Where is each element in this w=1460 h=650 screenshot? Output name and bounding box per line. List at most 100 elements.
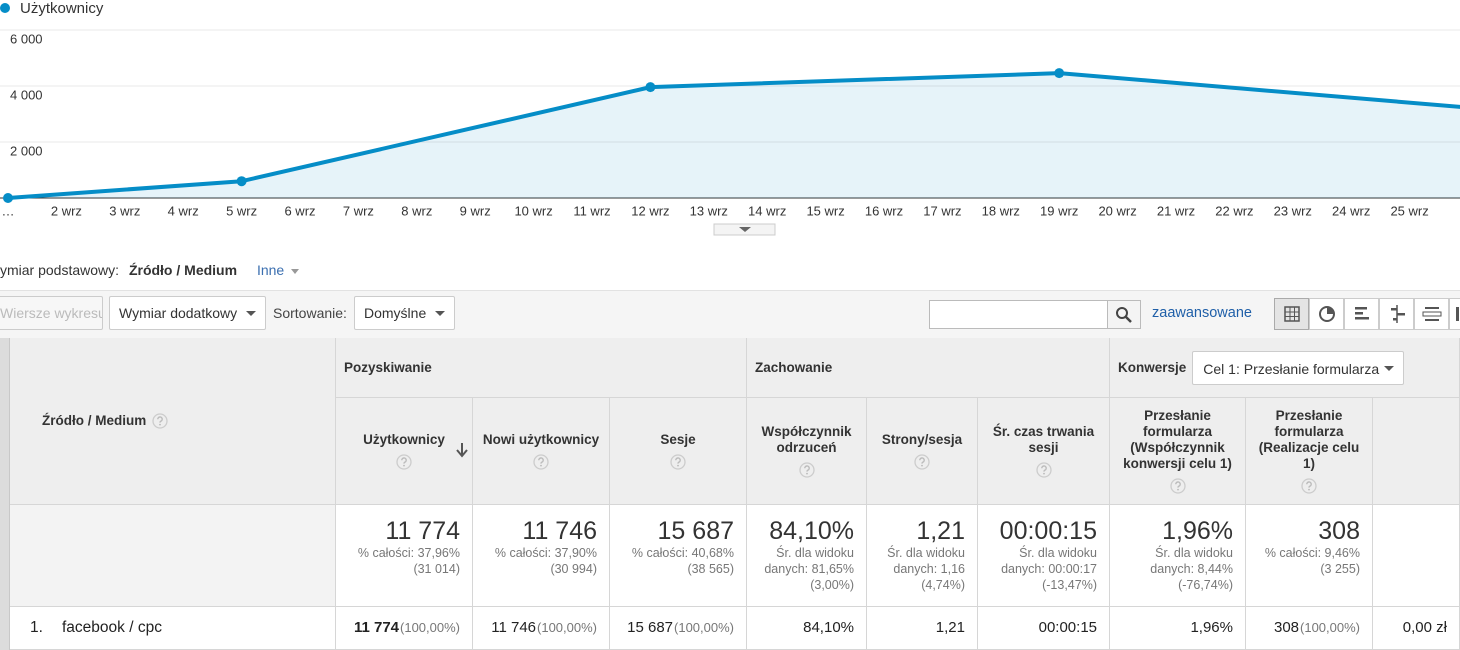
group-label: Konwersje xyxy=(1118,359,1187,375)
view-pie[interactable] xyxy=(1309,298,1344,330)
y-tick-label: 6 000 xyxy=(10,31,43,46)
x-tick-label: … xyxy=(2,203,15,218)
row-value: 1,96% xyxy=(1190,619,1233,636)
legend-swatch xyxy=(0,3,10,13)
sort-button[interactable]: Domyślne xyxy=(354,296,455,330)
row-value: 84,10% xyxy=(803,619,854,636)
row-share: (100,00%) xyxy=(1300,620,1360,635)
row-cell: 308(100,00%) xyxy=(1246,607,1373,650)
total-note: Śr. dla widoku xyxy=(887,546,965,560)
sort-arrow[interactable] xyxy=(456,442,468,458)
total-value: 11 746 xyxy=(522,517,597,545)
x-tick-label: 13 wrz xyxy=(690,203,728,218)
total-value: 15 687 xyxy=(657,517,734,545)
legend-label: Użytkownicy xyxy=(20,0,104,17)
group-header: Zachowanie xyxy=(747,338,1110,398)
column-header-label: Współczynnik odrzuceń xyxy=(761,424,852,455)
row-cell: 1,21 xyxy=(867,607,978,650)
column-header-label: Sesje xyxy=(660,432,696,447)
group-header: Pozyskiwanie xyxy=(336,338,747,398)
total-note: danych: 8,44% xyxy=(1150,562,1233,576)
row-cell: 00:00:15 xyxy=(978,607,1110,650)
column-header-label: Przesłanie formularza (Współczynnik konw… xyxy=(1123,408,1232,471)
total-note: (4,74%) xyxy=(921,578,965,592)
row-share: (100,00%) xyxy=(400,620,460,635)
row-cell: 84,10% xyxy=(747,607,867,650)
column-header: Nowi użytkownicy xyxy=(473,398,610,505)
column-header: Współczynnik odrzuceń xyxy=(747,398,867,505)
row-value: 308 xyxy=(1273,619,1300,636)
totals-cell: 1,96% Śr. dla widoku danych: 8,44% (-76,74%… xyxy=(1110,505,1246,607)
row-value: 00:00:15 xyxy=(1038,619,1097,636)
row-cell: 11 774(100,00%) xyxy=(336,607,473,650)
total-value: 308 xyxy=(1318,517,1360,545)
x-tick-label: 17 wrz xyxy=(923,203,961,218)
total-note: Śr. dla widoku xyxy=(776,546,854,560)
x-tick-label: 7 wrz xyxy=(343,203,374,218)
row-value: 11 774 xyxy=(353,619,400,636)
point xyxy=(645,82,656,93)
search-icon xyxy=(1116,307,1132,323)
total-value: 11 774 xyxy=(385,517,460,545)
totals-dimension-cell xyxy=(10,505,336,607)
total-note: (31 014) xyxy=(413,562,460,576)
totals-cell: 11 746% całości: 37,90% (30 994) xyxy=(473,505,610,607)
x-tick-label: 20 wrz xyxy=(1098,203,1136,218)
help-icon[interactable] xyxy=(914,454,930,470)
search-input[interactable] xyxy=(929,300,1108,329)
x-tick-label: 21 wrz xyxy=(1157,203,1195,218)
column-header: Przesłanie formularza (Współczynnik konw… xyxy=(1110,398,1246,505)
total-note: danych: 00:00:17 xyxy=(1001,562,1097,576)
group-header: Konwersje Cel 1: Przesłanie formularza xyxy=(1110,338,1460,398)
point xyxy=(3,193,13,203)
x-tick-label: 19 wrz xyxy=(1040,203,1078,218)
sort-label: Sortowanie: xyxy=(273,305,347,321)
row-share: (100,00%) xyxy=(674,620,734,635)
x-tick-label: 12 wrz xyxy=(631,203,669,218)
column-header-label: Przesłanie formularza (Realizacje celu 1… xyxy=(1258,408,1360,471)
row-index: 1. xyxy=(30,619,43,636)
point xyxy=(1054,68,1065,79)
total-note: Śr. dla widoku xyxy=(1019,546,1097,560)
total-note: % całości: 9,46% xyxy=(1264,546,1360,560)
dimension-active[interactable]: Źródło / Medium xyxy=(128,262,238,278)
secondary-dimension-label: Wymiar dodatkowy xyxy=(119,305,238,321)
help-icon[interactable] xyxy=(1035,462,1052,478)
row-dimension-cell: 1. facebook / cpc xyxy=(10,607,336,650)
y-tick-label: 4 000 xyxy=(10,87,43,102)
advanced-link[interactable]: zaawansowane xyxy=(1152,305,1252,321)
x-tick-label: 24 wrz xyxy=(1332,203,1370,218)
x-tick-label: 6 wrz xyxy=(284,203,315,218)
x-tick-label: 22 wrz xyxy=(1215,203,1253,218)
help-icon[interactable] xyxy=(152,413,168,429)
help-icon[interactable] xyxy=(1301,478,1317,494)
help-icon[interactable] xyxy=(1169,478,1186,494)
totals-cell: 308% całości: 9,46% (3 255) xyxy=(1246,505,1373,607)
help-icon[interactable] xyxy=(670,454,686,470)
view-performance[interactable] xyxy=(1344,298,1379,330)
y-tick-label: 2 000 xyxy=(10,143,43,158)
goal-select[interactable]: Cel 1: Przesłanie formularza xyxy=(1192,350,1405,385)
total-value: 1,21 xyxy=(916,517,965,545)
goal-select-label: Cel 1: Przesłanie formularza xyxy=(1203,360,1380,377)
view-comparison[interactable] xyxy=(1379,298,1414,330)
row-cell: 1,96% xyxy=(1110,607,1246,650)
view-pivot[interactable] xyxy=(1449,298,1460,330)
view-term-cloud[interactable] xyxy=(1414,298,1449,330)
dimension-other[interactable]: Inne xyxy=(256,262,285,278)
total-note: Śr. dla widoku xyxy=(1155,546,1233,560)
total-note: (-13,47%) xyxy=(1042,578,1097,592)
total-value: 84,10% xyxy=(769,517,854,545)
x-tick-label: 8 wrz xyxy=(401,203,432,218)
row-share: (100,00%) xyxy=(537,620,597,635)
total-note: danych: 1,16 xyxy=(893,562,965,576)
help-icon[interactable] xyxy=(396,454,412,470)
collapse-handle[interactable] xyxy=(713,223,776,236)
secondary-dimension-button[interactable]: Wymiar dodatkowy xyxy=(109,296,266,330)
plot-rows-button[interactable]: Wiersze wykresu xyxy=(0,296,103,330)
search-button[interactable] xyxy=(1107,300,1141,329)
help-icon[interactable] xyxy=(798,462,815,478)
view-table[interactable] xyxy=(1274,298,1309,330)
help-icon[interactable] xyxy=(533,454,549,470)
x-tick-label: 25 wrz xyxy=(1390,203,1428,218)
